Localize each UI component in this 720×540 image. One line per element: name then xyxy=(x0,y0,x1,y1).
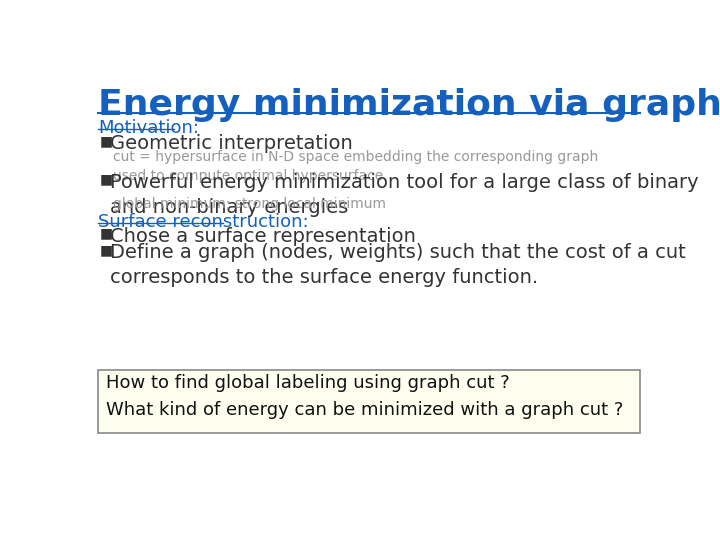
Text: How to find global labeling using graph cut ?
What kind of energy can be minimiz: How to find global labeling using graph … xyxy=(106,374,623,418)
Text: Geometric interpretation: Geometric interpretation xyxy=(110,134,353,153)
Text: Surface reconstruction:: Surface reconstruction: xyxy=(98,213,308,231)
Text: Chose a surface representation: Chose a surface representation xyxy=(110,226,416,246)
Text: ■: ■ xyxy=(99,173,112,187)
Text: Energy minimization via graph cuts: Energy minimization via graph cuts xyxy=(98,88,720,122)
Text: Define a graph (nodes, weights) such that the cost of a cut
corresponds to the s: Define a graph (nodes, weights) such tha… xyxy=(110,244,686,287)
Text: global minimum; strong local minimum: global minimum; strong local minimum xyxy=(113,197,386,211)
Text: cut = hypersurface in N-D space embedding the corresponding graph
used to comput: cut = hypersurface in N-D space embeddin… xyxy=(113,150,598,183)
Text: Motivation:: Motivation: xyxy=(98,119,199,137)
Text: ■: ■ xyxy=(99,134,112,148)
Text: ■: ■ xyxy=(99,244,112,258)
Text: Powerful energy minimization tool for a large class of binary
and non-binary ene: Powerful energy minimization tool for a … xyxy=(110,173,699,217)
Text: ■: ■ xyxy=(99,226,112,240)
FancyBboxPatch shape xyxy=(98,370,640,433)
